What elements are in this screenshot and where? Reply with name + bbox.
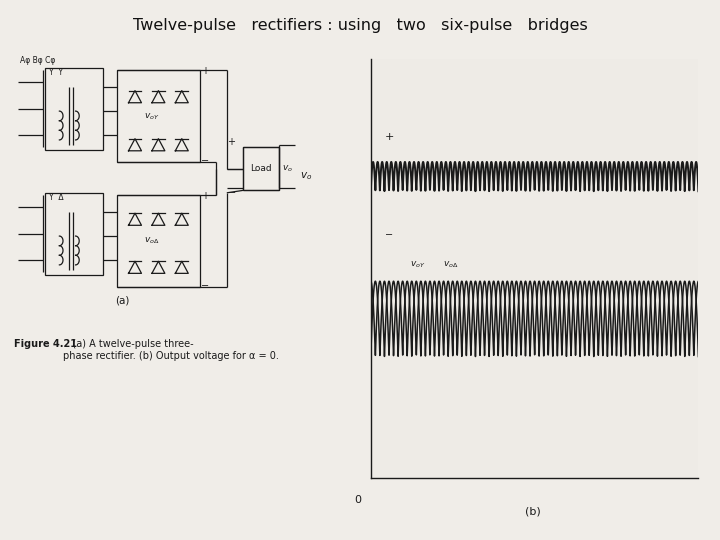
Text: Y  Y: Y Y [49, 68, 63, 77]
Text: Load: Load [250, 164, 272, 173]
Bar [45, 193, 102, 274]
Bar [45, 68, 102, 150]
Text: +: + [201, 66, 209, 76]
Text: −: − [228, 188, 235, 198]
Text: −: − [201, 156, 209, 166]
Text: (b): (b) [525, 506, 541, 516]
Text: Aφ Bφ Cφ: Aφ Bφ Cφ [20, 56, 55, 65]
Bar [243, 147, 279, 191]
Text: $v_{oY}$: $v_{oY}$ [144, 111, 160, 122]
Bar [117, 70, 200, 161]
Text: 0: 0 [354, 495, 361, 505]
Bar [243, 147, 279, 191]
Text: +: + [201, 191, 209, 201]
Text: Y  Δ: Y Δ [49, 193, 63, 202]
Text: Twelve-pulse   rectifiers : using   two   six-pulse   bridges: Twelve-pulse rectifiers : using two six-… [132, 18, 588, 33]
Text: −: − [385, 230, 393, 240]
Text: $v_{o\Delta}$: $v_{o\Delta}$ [144, 235, 160, 246]
Text: (a): (a) [115, 295, 130, 305]
Text: $v_{o\Delta}$: $v_{o\Delta}$ [443, 259, 459, 270]
Text: +: + [385, 132, 395, 143]
Text: −: − [201, 281, 209, 291]
Text: $v_o$: $v_o$ [282, 164, 292, 174]
Bar [117, 195, 200, 287]
Text: $v_{oY}$: $v_{oY}$ [410, 259, 426, 270]
Text: Figure 4.21: Figure 4.21 [14, 339, 78, 349]
Text: +: + [228, 137, 235, 147]
Text: (a) A twelve-pulse three-
phase rectifier. (b) Output voltage for α = 0.: (a) A twelve-pulse three- phase rectifie… [63, 339, 279, 361]
Text: $v_o$: $v_o$ [300, 171, 312, 183]
